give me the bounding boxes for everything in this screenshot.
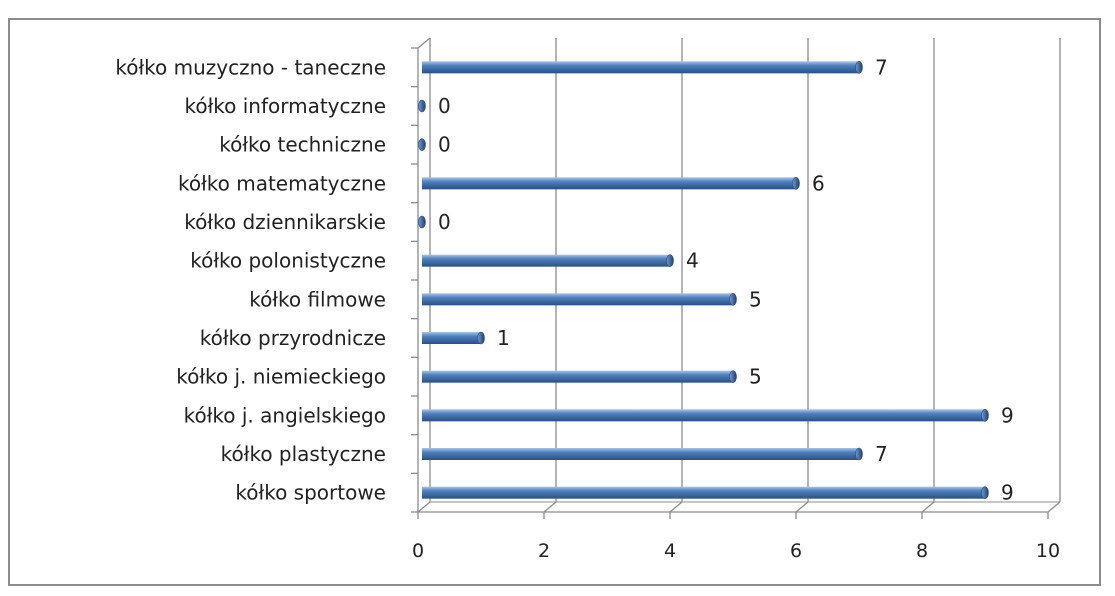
bar	[422, 254, 674, 267]
bar-body	[422, 177, 796, 190]
category-label: kółko plastyczne	[221, 442, 386, 466]
bar-cap	[729, 370, 737, 383]
x-tick-label: 6	[790, 540, 802, 562]
data-label: 9	[1001, 481, 1014, 505]
x-tick-label: 10	[1036, 540, 1060, 562]
data-label: 5	[749, 287, 762, 311]
floor-line	[1047, 501, 1061, 513]
data-label: 9	[1001, 403, 1014, 427]
data-label: 7	[875, 55, 888, 79]
category-label: kółko j. niemieckiego	[176, 365, 386, 389]
bar-cap	[855, 447, 863, 461]
data-label: 5	[749, 365, 762, 389]
category-label: kółko filmowe	[249, 287, 386, 311]
bar-body	[422, 448, 859, 460]
bar-body	[422, 332, 481, 344]
bar	[422, 447, 863, 461]
bar-body	[422, 486, 985, 499]
x-tick-label: 2	[538, 540, 550, 562]
bar-body	[422, 409, 985, 422]
axis-layer	[411, 37, 1060, 519]
bar-cap	[981, 409, 989, 422]
data-label: 7	[875, 442, 888, 466]
floor-line	[543, 501, 557, 513]
category-label: kółko informatyczne	[184, 94, 386, 118]
category-label: kółko muzyczno - taneczne	[115, 55, 386, 79]
wall-top-edge	[417, 37, 431, 49]
bar-cap	[666, 254, 674, 267]
data-label: 4	[686, 249, 699, 273]
x-tick-label: 8	[916, 540, 928, 562]
data-label: 1	[497, 326, 510, 350]
bar-body	[422, 370, 733, 383]
category-label: kółko polonistyczne	[190, 249, 386, 273]
bar	[422, 331, 485, 345]
bar	[418, 215, 426, 229]
floor-line	[417, 501, 431, 513]
bar	[422, 409, 989, 422]
category-label: kółko j. angielskiego	[184, 403, 386, 427]
bar-cap	[418, 215, 426, 229]
grid-layer	[417, 38, 1061, 513]
bar-body	[422, 254, 670, 267]
category-label: kółko matematyczne	[178, 171, 386, 195]
bar-cap	[981, 486, 989, 499]
category-label: kółko techniczne	[219, 133, 386, 157]
bar-cap	[418, 99, 426, 113]
bar	[418, 138, 426, 151]
bar-cap	[418, 138, 426, 151]
data-label: 0	[438, 94, 451, 118]
data-label: 0	[438, 133, 451, 157]
bar-cap	[792, 177, 800, 190]
bar	[422, 61, 863, 74]
floor-line	[669, 501, 683, 513]
bar	[422, 177, 800, 190]
category-label: kółko przyrodnicze	[200, 326, 386, 350]
category-label: kółko sportowe	[235, 481, 386, 505]
bar-body	[422, 61, 859, 74]
x-tick-label: 0	[412, 540, 424, 562]
data-label: 0	[438, 210, 451, 234]
bar	[422, 370, 737, 383]
data-label: 6	[812, 171, 825, 195]
category-label: kółko dziennikarskie	[184, 210, 386, 234]
floor-line	[921, 501, 935, 513]
bar	[422, 293, 737, 306]
x-tick-label: 4	[664, 540, 676, 562]
bar-cap	[729, 293, 737, 306]
bar-cap	[477, 331, 485, 345]
floor-line	[795, 501, 809, 513]
bar-body	[422, 293, 733, 306]
bar	[418, 99, 426, 113]
bar-layer	[418, 61, 989, 499]
bar	[422, 486, 989, 499]
bar-cap	[855, 61, 863, 74]
